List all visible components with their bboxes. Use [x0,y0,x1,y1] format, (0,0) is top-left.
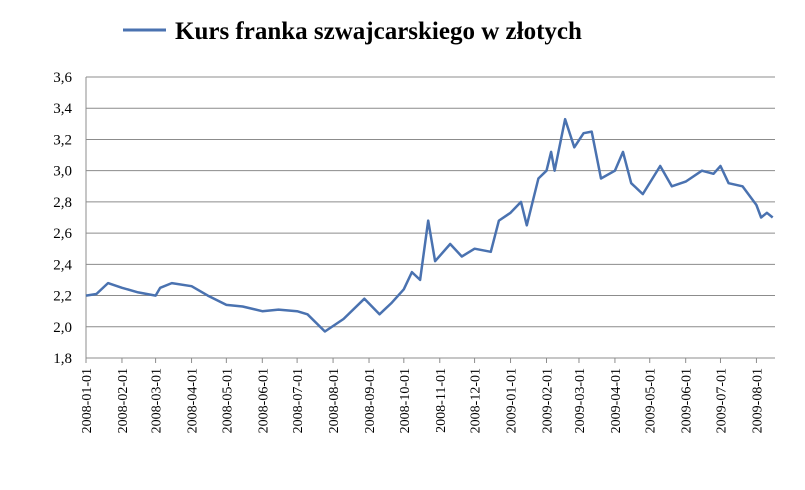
y-tick-label: 3,4 [53,101,72,117]
x-tick-label: 2009-06-01 [680,368,695,433]
legend-label: Kurs franka szwajcarskiego w złotych [175,18,582,45]
y-tick-label: 2,0 [53,320,72,336]
y-tick-label: 2,6 [53,226,72,242]
x-tick-label: 2008-03-01 [150,368,165,433]
x-tick-label: 2009-01-01 [505,368,520,433]
line-series [85,117,774,333]
x-tick-label: 2008-07-01 [291,368,306,433]
x-tick-label: 2008-01-01 [80,368,95,433]
x-tick-label: 2008-06-01 [256,368,271,433]
x-tick-label: 2008-10-01 [398,368,413,433]
x-tick-label: 2008-11-01 [434,368,449,433]
x-tick-label: 2009-07-01 [714,368,729,433]
y-tick-label: 3,0 [53,164,72,180]
x-tick-label: 2009-03-01 [573,368,588,433]
x-tick-label: 2008-08-01 [327,368,342,433]
y-tick-label: 1,8 [53,351,72,367]
y-tick-label: 2,8 [53,195,72,211]
y-tick-label: 3,2 [53,132,72,148]
x-tick-label: 2008-05-01 [220,368,235,433]
x-tick-label: 2009-02-01 [540,368,555,433]
x-tick-label: 2008-12-01 [469,368,484,433]
y-tick-label: 2,4 [53,257,72,273]
legend-item: Kurs franka szwajcarskiego w złotych [123,18,582,45]
x-tick-label: 2008-02-01 [116,368,131,433]
x-tick-label: 2008-09-01 [363,368,378,433]
y-tick-label: 2,2 [53,289,72,305]
y-tick-label: 3,6 [53,70,72,86]
x-tick-label: 2009-08-01 [750,368,765,433]
x-tick-label: 2008-04-01 [186,368,201,433]
x-tick-label: 2009-05-01 [644,368,659,433]
x-tick-label: 2009-04-01 [609,368,624,433]
